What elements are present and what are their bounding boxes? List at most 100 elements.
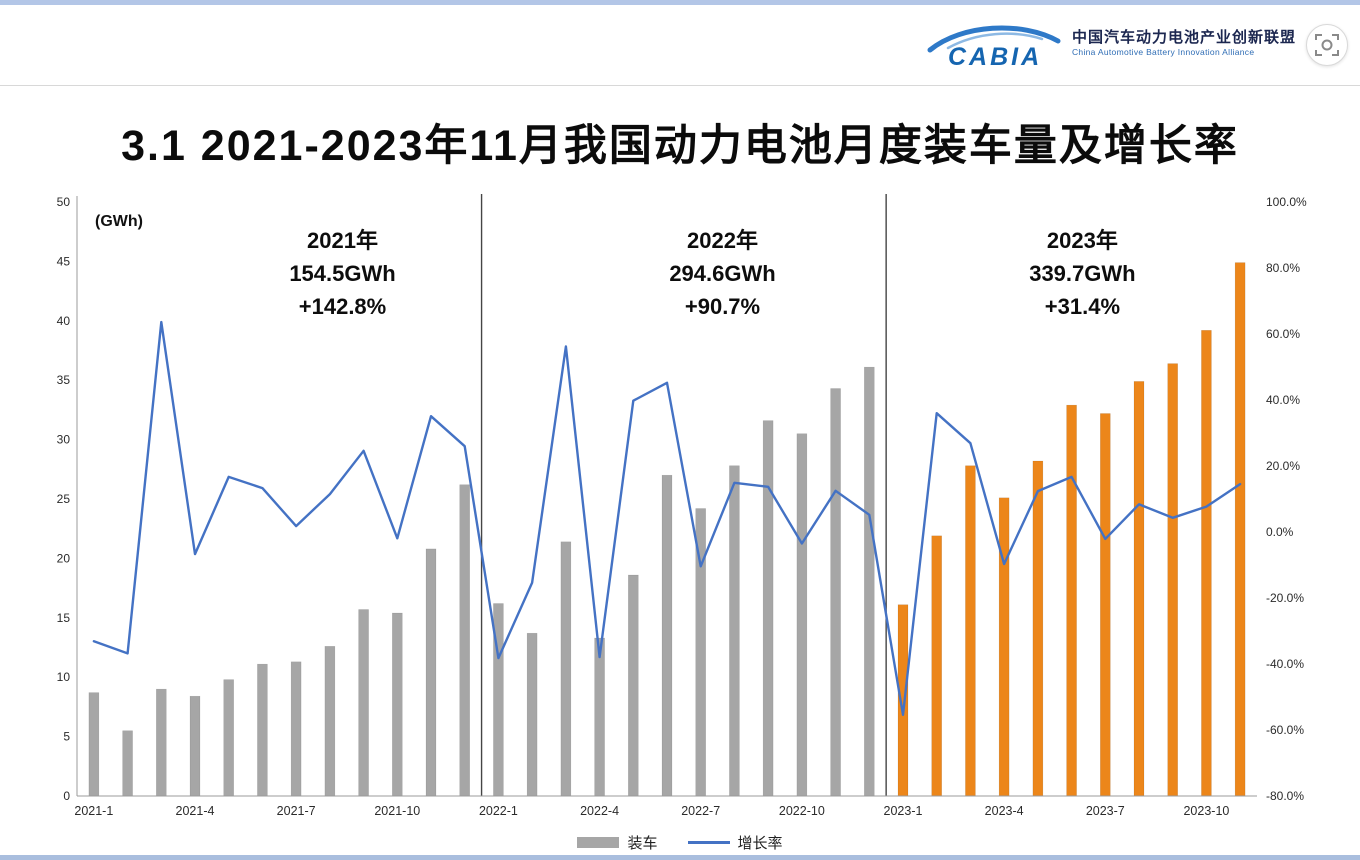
- bar-2023-3: [965, 465, 976, 796]
- svg-text:2023年: 2023年: [1047, 228, 1118, 253]
- viewfinder-icon: [1315, 34, 1339, 56]
- cabia-logo-graphic: CABIA: [927, 25, 1061, 70]
- bar-series-swatch: [577, 836, 620, 848]
- left-axis-unit-label: (GWh): [95, 213, 143, 230]
- axes: [76, 195, 1257, 797]
- bar-2023-8: [1133, 380, 1145, 796]
- svg-text:60.0%: 60.0%: [1266, 327, 1300, 341]
- header: CABIA 中国汽车动力电池产业创新联盟 China Automotive Ba…: [0, 5, 1360, 85]
- page-title: 3.1 2021-2023年11月我国动力电池月度装车量及增长率: [121, 122, 1239, 170]
- svg-text:2023-1: 2023-1: [884, 804, 923, 818]
- bar-2023-9: [1167, 363, 1178, 796]
- svg-text:0.0%: 0.0%: [1266, 525, 1294, 539]
- svg-text:+31.4%: +31.4%: [1045, 294, 1120, 319]
- svg-text:10: 10: [57, 670, 71, 684]
- bar-2022-2: [526, 632, 538, 797]
- battery-installation-combo-chart: 50454035302520151050100.0%80.0%60.0%40.0…: [57, 193, 1307, 818]
- cabia-logo: CABIA: [922, 20, 1062, 70]
- svg-text:30: 30: [57, 432, 71, 446]
- svg-text:2022-4: 2022-4: [580, 804, 619, 818]
- svg-text:339.7GWh: 339.7GWh: [1029, 261, 1135, 286]
- svg-text:35: 35: [57, 373, 71, 387]
- bar-2021-6: [257, 663, 268, 796]
- svg-text:100.0%: 100.0%: [1266, 195, 1307, 209]
- org-name-cn: 中国汽车动力电池产业创新联盟: [1071, 28, 1296, 46]
- bar-2021-1: [88, 692, 100, 797]
- svg-text:80.0%: 80.0%: [1266, 261, 1300, 275]
- svg-text:2022-10: 2022-10: [779, 804, 825, 818]
- bar-2022-10: [796, 433, 808, 796]
- svg-text:25: 25: [57, 492, 71, 506]
- bottom-accent-bar: [0, 855, 1360, 860]
- svg-text:2021-1: 2021-1: [74, 804, 113, 818]
- bar-2021-5: [223, 679, 234, 797]
- cabia-logo-text: CABIA: [948, 43, 1042, 70]
- bar-2022-3: [560, 541, 572, 796]
- right-axis-ticks: 100.0% 80.0% 60.0% 40.0% 20.0% 0.0% -20.0% -40.…: [1266, 195, 1307, 803]
- bar-2022-5: [628, 574, 639, 796]
- screenshot-icon[interactable]: [1306, 24, 1348, 66]
- svg-text:2022-7: 2022-7: [681, 804, 720, 818]
- svg-text:2021-7: 2021-7: [277, 804, 316, 818]
- header-divider: [0, 85, 1360, 86]
- bar-2023-6: [1066, 404, 1077, 796]
- bar-2023-2: [931, 535, 942, 796]
- legend-item-installation: 装车: [577, 832, 658, 853]
- svg-text:40.0%: 40.0%: [1266, 393, 1300, 407]
- svg-text:+142.8%: +142.8%: [299, 294, 386, 319]
- bar-2023-4: [998, 497, 1010, 796]
- svg-text:0: 0: [63, 789, 70, 803]
- bar-2023-5: [1032, 460, 1044, 796]
- bar-2023-10: [1201, 329, 1212, 797]
- org-names: 中国汽车动力电池产业创新联盟 China Automotive Battery …: [1072, 28, 1296, 63]
- year-annotations: 2021年 154.5GWh +142.8% 2022年 294.6GWh +90.7% 2…: [289, 228, 1135, 319]
- svg-text:+90.7%: +90.7%: [685, 294, 760, 319]
- bar-2022-4: [594, 637, 605, 796]
- svg-text:45: 45: [57, 254, 71, 268]
- x-axis-ticks: 2021-1 2021-4 2021-7 2021-10 2022-1 2022-4 202…: [74, 804, 1229, 818]
- legend-bar-label: 装车: [627, 834, 658, 852]
- bar-2021-3: [156, 688, 167, 797]
- svg-text:5: 5: [63, 729, 70, 743]
- bar-2021-2: [122, 730, 133, 797]
- svg-text:2021-4: 2021-4: [176, 804, 215, 818]
- chart-legend: 装车 增长率: [35, 832, 1325, 853]
- bar-2022-11: [830, 388, 841, 796]
- chart-area: 50 45 40 35 30 25 20 15 10 5 0 100.0% 80.0% 60.0% 40.0…: [35, 192, 1325, 853]
- svg-text:40: 40: [57, 314, 71, 328]
- bar-2021-10: [392, 612, 403, 796]
- svg-text:-60.0%: -60.0%: [1266, 723, 1304, 737]
- svg-text:50: 50: [57, 195, 71, 209]
- svg-text:-40.0%: -40.0%: [1266, 657, 1304, 671]
- bar-2021-11: [425, 548, 437, 796]
- svg-text:2021-10: 2021-10: [374, 804, 420, 818]
- svg-text:15: 15: [57, 611, 71, 625]
- legend-item-growth-rate: 增长率: [687, 832, 783, 853]
- installation-bars: [88, 262, 1246, 797]
- bar-2021-7: [290, 661, 302, 796]
- bar-2023-11: [1234, 262, 1246, 797]
- bar-2022-9: [762, 420, 774, 796]
- svg-text:294.6GWh: 294.6GWh: [669, 261, 775, 286]
- svg-text:2023-4: 2023-4: [985, 804, 1024, 818]
- org-name-en: China Automotive Battery Innovation Alli…: [1071, 47, 1255, 58]
- svg-text:2021年: 2021年: [307, 228, 378, 253]
- svg-text:-20.0%: -20.0%: [1266, 591, 1304, 605]
- svg-text:-80.0%: -80.0%: [1266, 789, 1304, 803]
- year-separator-lines: [480, 193, 887, 796]
- svg-text:2022-1: 2022-1: [479, 804, 518, 818]
- svg-text:2022年: 2022年: [687, 228, 758, 253]
- line-series-swatch: [687, 840, 730, 844]
- bar-2021-8: [324, 645, 336, 796]
- svg-text:20: 20: [57, 551, 71, 565]
- bar-2021-9: [358, 609, 369, 796]
- bar-2021-12: [459, 484, 470, 796]
- bar-2023-7: [1100, 413, 1111, 796]
- bar-2022-6: [661, 474, 673, 796]
- legend-line-label: 增长率: [737, 834, 783, 852]
- svg-text:154.5GWh: 154.5GWh: [289, 261, 395, 286]
- svg-text:2023-10: 2023-10: [1183, 804, 1229, 818]
- bar-2022-8: [729, 465, 740, 796]
- bar-2022-12: [864, 366, 875, 796]
